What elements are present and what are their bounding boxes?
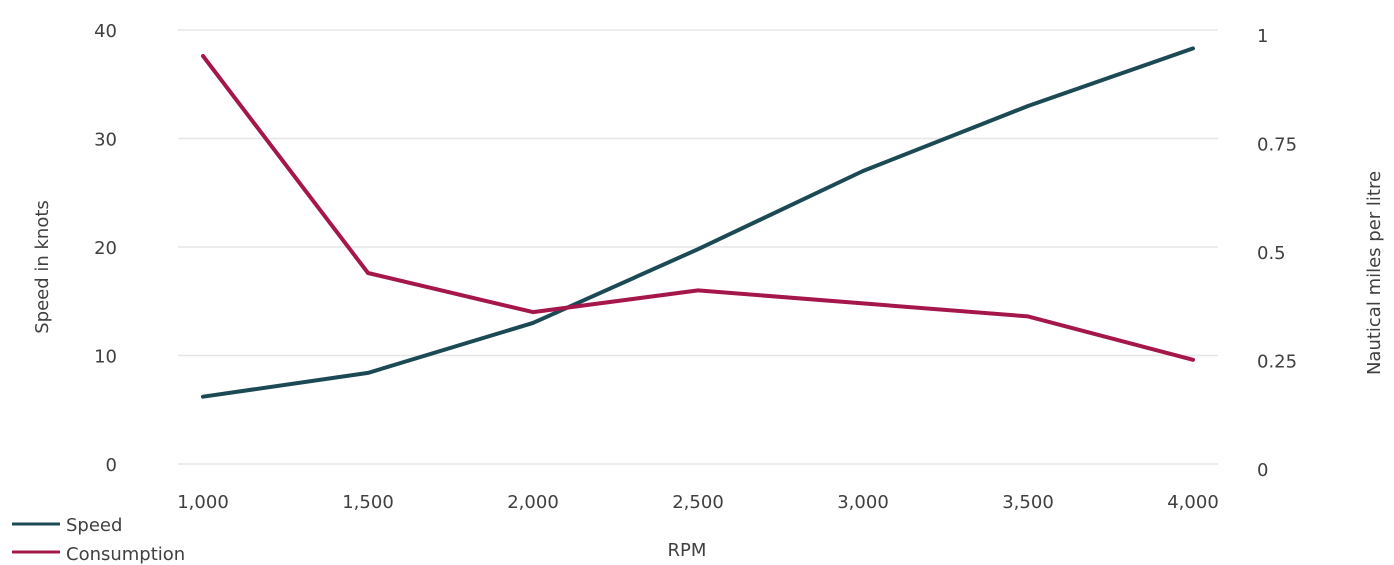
x-tick-label: 1,000 — [177, 492, 229, 513]
left-y-axis-title: Speed in knots — [32, 200, 53, 334]
x-axis: 1,000 1,500 2,000 2,500 3,000 3,500 4,000 — [177, 492, 1219, 513]
left-y-tick-label: 30 — [94, 130, 117, 151]
x-tick-label: 2,000 — [507, 492, 559, 513]
legend: Speed Consumption — [12, 515, 185, 565]
right-y-tick-label: 1 — [1257, 26, 1268, 47]
left-y-tick-label: 0 — [106, 455, 117, 476]
right-y-axis-title: Nautical miles per litre — [1364, 171, 1385, 375]
left-y-tick-label: 10 — [94, 347, 117, 368]
x-tick-label: 2,500 — [672, 492, 724, 513]
x-tick-label: 3,500 — [1002, 492, 1054, 513]
x-tick-label: 1,500 — [342, 492, 394, 513]
right-y-tick-label: 0.25 — [1257, 352, 1297, 373]
left-y-axis: 0 10 20 30 40 — [94, 21, 117, 476]
right-y-tick-label: 0.75 — [1257, 135, 1297, 156]
x-axis-title: RPM — [668, 540, 707, 561]
right-y-tick-label: 0.5 — [1257, 243, 1286, 264]
left-y-tick-label: 20 — [94, 238, 117, 259]
series-line-speed — [201, 46, 1195, 399]
series-lines — [201, 46, 1195, 399]
right-y-axis: 0 0.25 0.5 0.75 1 — [1257, 26, 1297, 481]
x-tick-label: 3,000 — [837, 492, 889, 513]
legend-label-speed: Speed — [66, 515, 122, 536]
x-tick-label: 4,000 — [1167, 492, 1219, 513]
left-y-tick-label: 40 — [94, 21, 117, 42]
right-y-tick-label: 0 — [1257, 460, 1268, 481]
legend-label-consumption: Consumption — [66, 544, 185, 565]
